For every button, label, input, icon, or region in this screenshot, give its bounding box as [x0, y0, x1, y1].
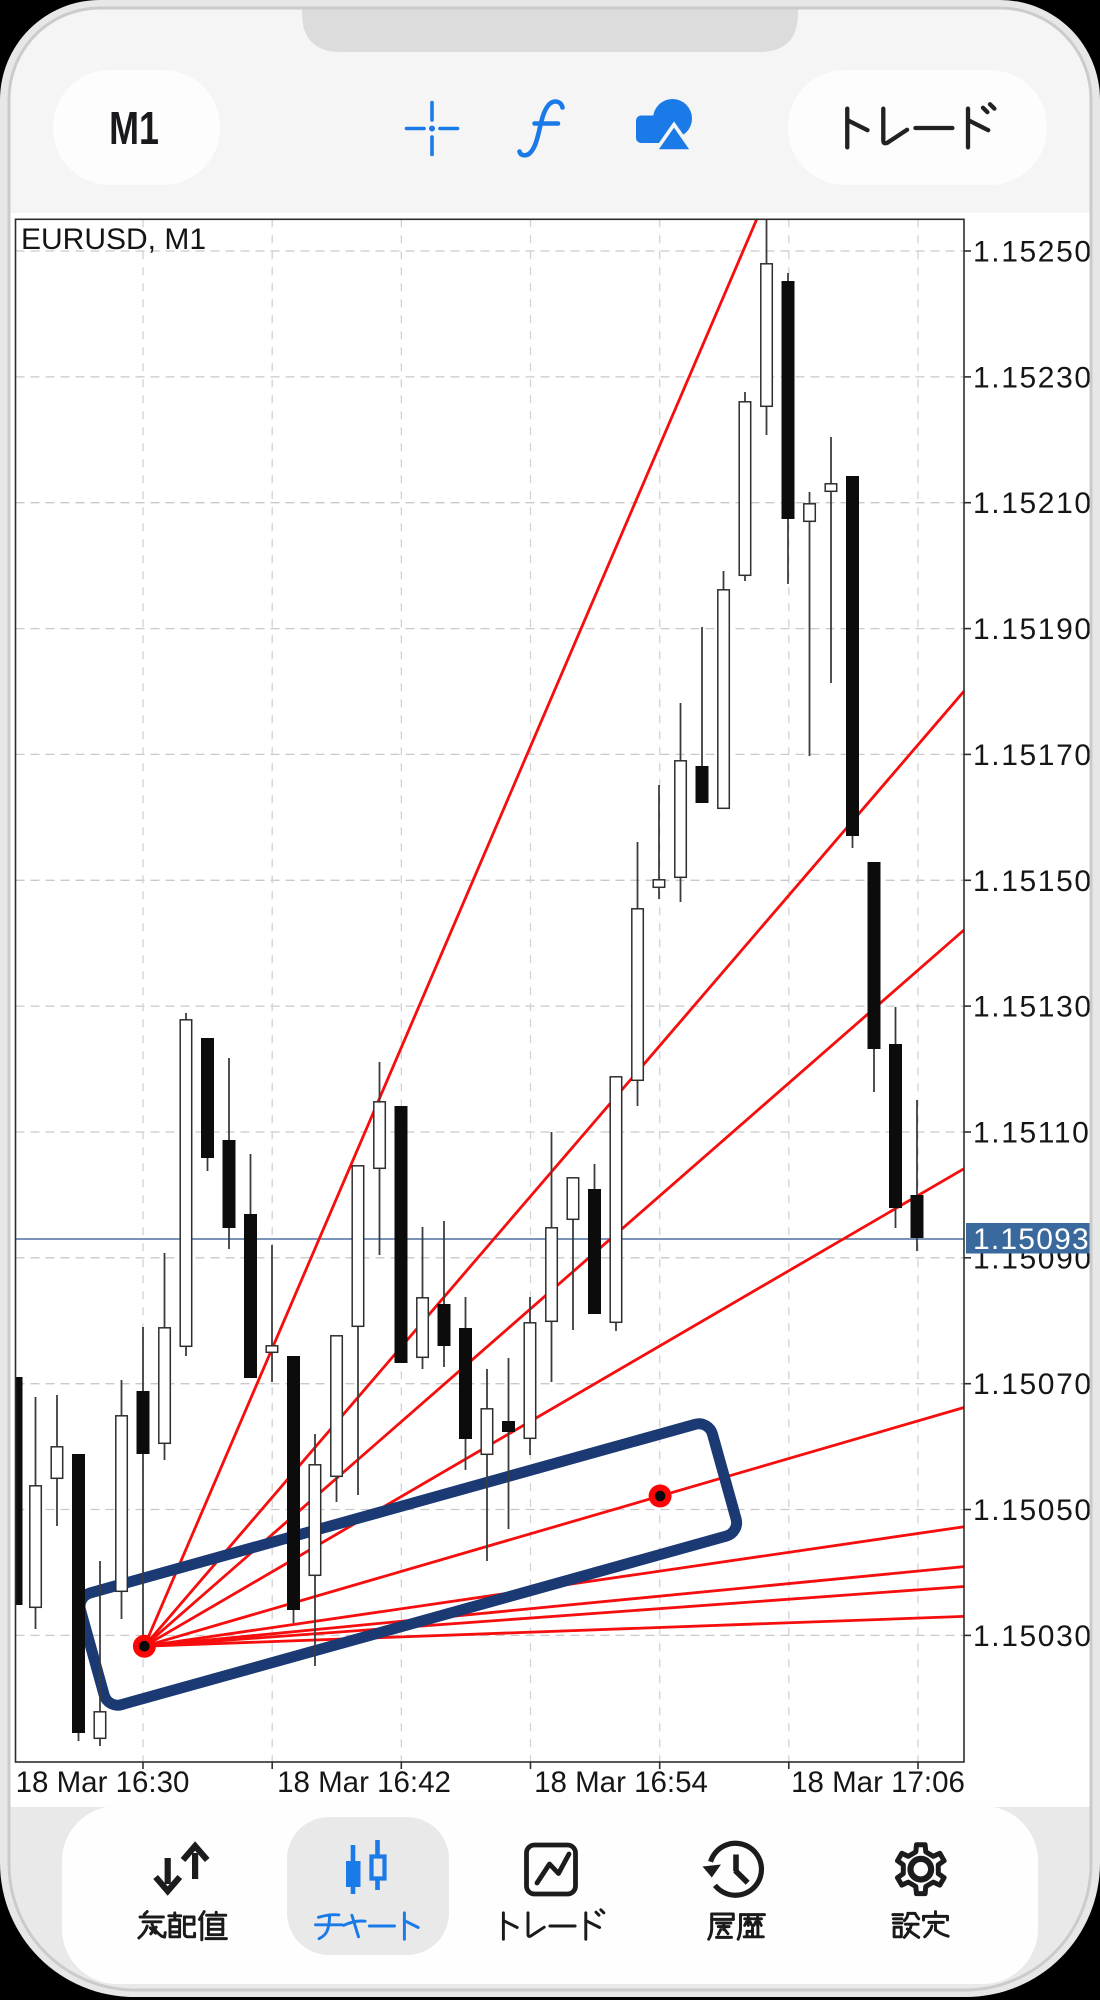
svg-text:1.15093: 1.15093 [973, 1223, 1090, 1256]
svg-text:1.15070: 1.15070 [973, 1368, 1093, 1401]
svg-text:1.15170: 1.15170 [973, 739, 1093, 772]
svg-text:M1: M1 [109, 103, 159, 154]
svg-text:1.15150: 1.15150 [973, 865, 1093, 898]
svg-text:1.15110: 1.15110 [973, 1117, 1090, 1150]
svg-text:1.15250: 1.15250 [973, 236, 1093, 269]
svg-text:18 Mar 16:54: 18 Mar 16:54 [534, 1766, 708, 1799]
svg-text:1.15130: 1.15130 [973, 991, 1093, 1024]
svg-text:18 Mar 16:30: 18 Mar 16:30 [16, 1766, 190, 1799]
svg-text:1.15230: 1.15230 [973, 361, 1093, 394]
svg-text:18 Mar 17:06: 18 Mar 17:06 [791, 1766, 965, 1799]
svg-text:18 Mar 16:42: 18 Mar 16:42 [277, 1766, 451, 1799]
svg-text:1.15050: 1.15050 [973, 1494, 1093, 1527]
svg-text:EURUSD, M1: EURUSD, M1 [21, 223, 206, 256]
svg-text:1.15190: 1.15190 [973, 613, 1093, 646]
svg-text:1.15030: 1.15030 [973, 1620, 1093, 1653]
svg-text:1.15210: 1.15210 [973, 487, 1093, 520]
